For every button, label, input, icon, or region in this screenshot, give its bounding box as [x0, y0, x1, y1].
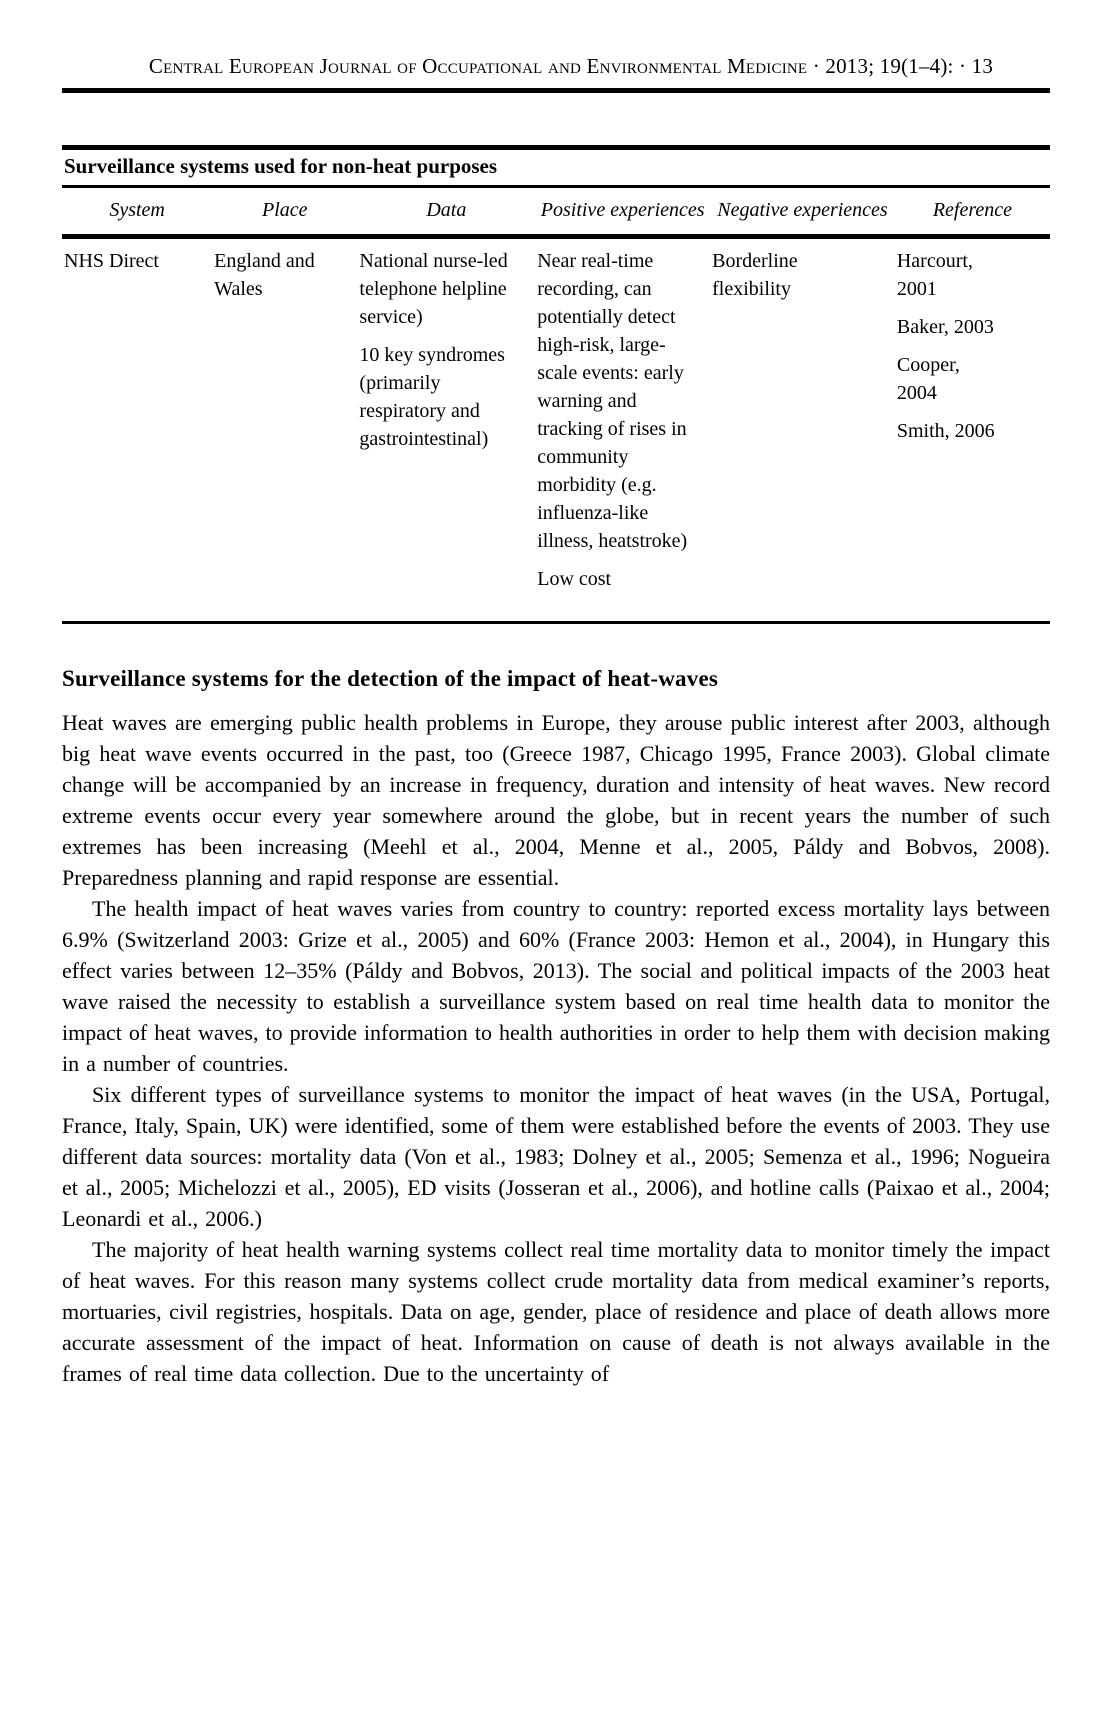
table-header-row: System Place Data Positive experiences N… [62, 186, 1050, 239]
column-header-system: System [62, 186, 213, 239]
reference-item: Smith, 2006 [896, 420, 995, 442]
column-header-place: Place [212, 186, 358, 239]
reference-item: Baker, 2003 [896, 316, 994, 338]
table-row-nhs-direct: NHS Direct England and Wales National nu… [62, 237, 1050, 623]
journal-citation: Central European Journal of Occupational… [148, 54, 994, 78]
cell-place: England and Wales [212, 237, 357, 623]
cell-system: NHS Direct [62, 237, 212, 623]
surveillance-systems-table: Surveillance systems used for non-heat p… [62, 145, 1050, 624]
paragraph-majority-systems: The majority of heat health warning syst… [62, 1237, 1050, 1386]
place-name: England and Wales [214, 250, 315, 300]
cell-reference: Harcourt, 2001 Baker, 2003 Cooper, 2004 … [895, 237, 1050, 623]
negative-item: Borderline flexibility [712, 250, 798, 300]
journal-running-header: Central European Journal of Occupational… [62, 54, 1050, 93]
cell-negative-experiences: Borderline flexibility [710, 237, 895, 623]
paragraph-health-impact: The health impact of heat waves varies f… [62, 896, 1050, 1076]
paragraph-six-types: Six different types of surveillance syst… [62, 1082, 1050, 1231]
paragraph-heat-waves-emerging: Heat waves are emerging public health pr… [62, 710, 1050, 890]
table-title: Surveillance systems used for non-heat p… [62, 147, 1050, 188]
cell-data: National nurse-led telephone helpline se… [357, 237, 535, 623]
section-heading: Surveillance systems for the detection o… [62, 666, 719, 691]
column-header-positive: Positive experiences [535, 186, 711, 239]
column-header-negative: Negative experiences [710, 186, 895, 239]
journal-page: Central European Journal of Occupational… [62, 54, 1050, 1386]
data-item: 10 key syndromes (primarily respiratory … [359, 344, 505, 450]
table-title-row: Surveillance systems used for non-heat p… [62, 147, 1050, 188]
column-header-reference: Reference [894, 186, 1050, 239]
column-header-data: Data [357, 186, 536, 239]
cell-positive-experiences: Near real-time recording, can potentiall… [535, 237, 710, 623]
reference-item: Harcourt, 2001 [896, 250, 973, 300]
data-item: National nurse-led telephone helpline se… [359, 250, 508, 328]
system-name: NHS Direct [64, 250, 159, 272]
reference-item: Cooper, 2004 [896, 354, 960, 404]
positive-item: Near real-time recording, can potentiall… [537, 250, 688, 552]
positive-item: Low cost [537, 568, 612, 590]
